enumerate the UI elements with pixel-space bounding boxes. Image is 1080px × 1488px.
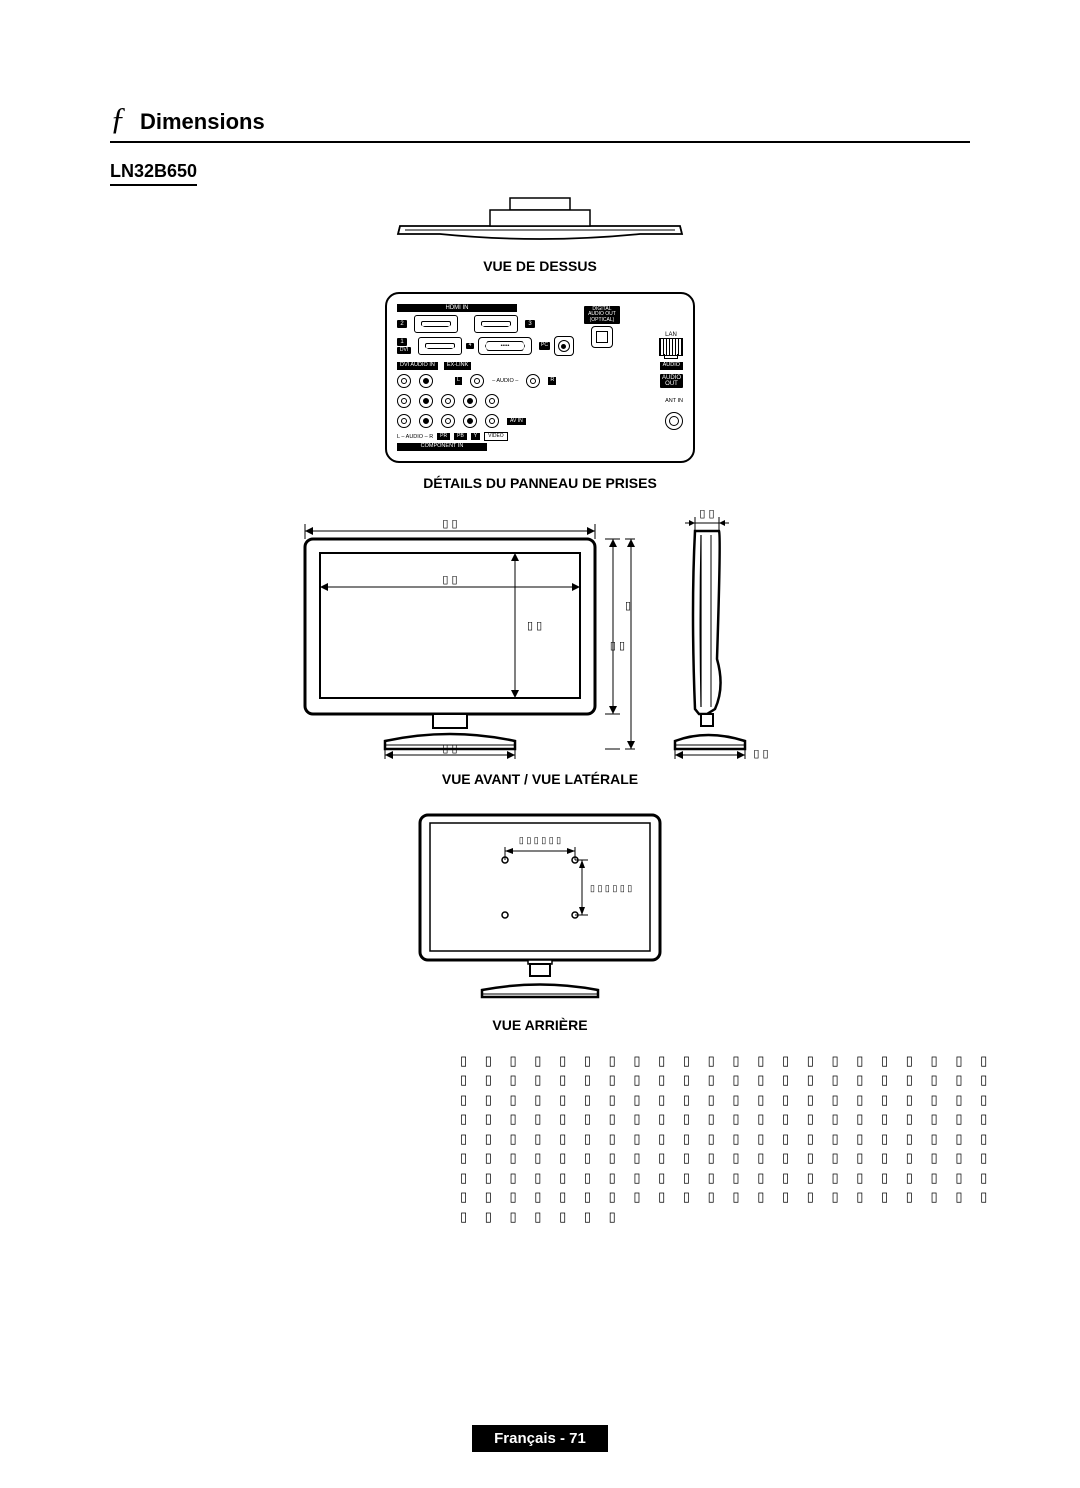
hdmi-1-label: 1 (397, 338, 407, 346)
rca-jack-icon (463, 394, 477, 408)
audio-r-label: R (548, 377, 556, 385)
rca-jack-icon (419, 394, 433, 408)
audio-out-label: AUDIOOUT (660, 374, 683, 389)
pr-label: PR (437, 433, 450, 440)
section-title: Dimensions (140, 109, 265, 135)
rca-jack-icon (419, 374, 433, 388)
dim-label: ▯ ▯ (699, 509, 714, 520)
video-label: VIDEO (484, 432, 508, 441)
hdmi-port-icon (414, 315, 458, 333)
section-header: ƒ Dimensions (110, 100, 970, 143)
dim-label: ▯ ▯ (625, 600, 635, 612)
y-label: Y (471, 433, 480, 440)
dim-label: ▯ ▯ (442, 574, 457, 586)
digital-out-label: DIGITAL AUDIO OUT (OPTICAL) (584, 306, 620, 324)
optical-port-icon (591, 326, 613, 348)
rca-jack-icon (441, 394, 455, 408)
exlink-label: EX-LINK (444, 362, 471, 370)
rca-jack-icon (526, 374, 540, 388)
footer-page-label: Français - 71 (472, 1425, 608, 1452)
coax-port-icon (665, 412, 683, 430)
rca-jack-icon (441, 414, 455, 428)
caption-jack: DÉTAILS DU PANNEAU DE PRISES (220, 475, 860, 491)
page-footer: Français - 71 (0, 1430, 1080, 1448)
rca-jack-icon (463, 414, 477, 428)
component-label: COMPONENT IN (397, 443, 487, 451)
hdmi-4-label: 4 (466, 343, 474, 348)
rca-jack-icon (397, 374, 411, 388)
vga-port-icon: ••••• (478, 337, 532, 355)
dim-label: ▯ ▯ (442, 743, 457, 755)
caption-top: VUE DE DESSUS (220, 258, 860, 274)
figure-front-side-view: ▯ ▯ ▯ ▯ ▯ ▯ (220, 509, 860, 759)
audio-label: AUDIO (660, 362, 683, 370)
hdmi-header-label: HDMI IN (397, 304, 517, 312)
caption-frontside: VUE AVANT / VUE LATÉRALE (220, 771, 860, 787)
dim-label: ▯ ▯ ▯ ▯ ▯ ▯ (519, 835, 561, 845)
audio-jack-icon (554, 336, 574, 356)
hdmi-port-icon (418, 337, 462, 355)
pb-label: PB (454, 433, 467, 440)
hdmi-2-label: 2 (397, 320, 407, 328)
dim-label: ▯ ▯ (527, 620, 542, 632)
figure-rear-view: ▯ ▯ ▯ ▯ ▯ ▯ ▯ ▯ ▯ ▯ ▯ ▯ (220, 805, 860, 1005)
ant-label: ANT IN (665, 398, 683, 404)
rca-jack-icon (485, 414, 499, 428)
audio-l-label: L (455, 377, 462, 385)
dim-label: ▯ ▯ ▯ ▯ ▯ ▯ (590, 883, 632, 893)
figure-jack-panel: HDMI IN 2 3 1 DVI (385, 292, 695, 463)
avin-label: AV IN (507, 418, 526, 425)
section-glyph: ƒ (110, 100, 126, 137)
rca-jack-icon (485, 394, 499, 408)
dim-label: ▯ ▯ (753, 748, 768, 759)
dim-label: ▯ ▯ (442, 518, 457, 530)
figure-top-view (380, 196, 700, 246)
rca-jack-icon (419, 414, 433, 428)
dim-label: ▯ ▯ (610, 640, 625, 652)
note-text: ▯ ▯ ▯ ▯ ▯ ▯ ▯ ▯ ▯ ▯ ▯ ▯ ▯ ▯ ▯ ▯ ▯ ▯ ▯ ▯ … (460, 1051, 1000, 1227)
audio-lr-label: L – AUDIO – R (397, 434, 433, 440)
hdmi-port-icon (474, 315, 518, 333)
dvi-audio-label: DVI AUDIO IN (397, 362, 438, 370)
hdmi-3-label: 3 (525, 320, 535, 328)
rca-jack-icon (397, 394, 411, 408)
audio-text: – AUDIO – (492, 378, 518, 384)
rca-jack-icon (397, 414, 411, 428)
model-number: LN32B650 (110, 161, 197, 186)
pc-label: PC (539, 342, 550, 349)
caption-rear: VUE ARRIÈRE (220, 1017, 860, 1033)
rca-jack-icon (470, 374, 484, 388)
dvi-label: DVI (397, 347, 411, 354)
lan-port-icon (659, 338, 683, 356)
